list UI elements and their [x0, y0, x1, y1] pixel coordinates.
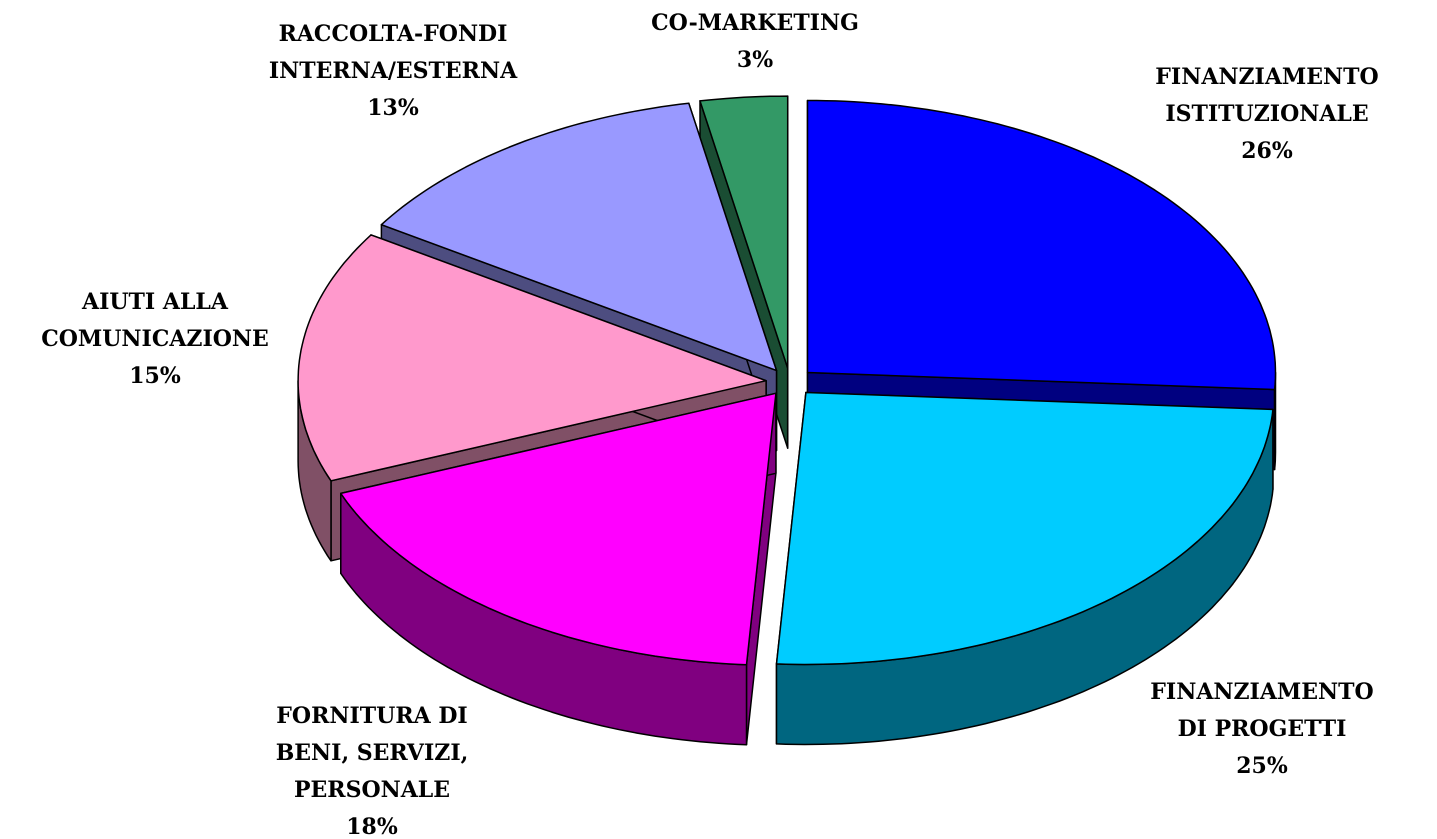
slice-label: PERSONALE [294, 777, 450, 803]
slice-label: AIUTI ALLA [81, 289, 229, 315]
slice [340, 392, 777, 666]
slice-label: CO-MARKETING [651, 10, 859, 36]
slice-label: RACCOLTA-FONDI [279, 21, 508, 47]
slice-label: FINANZIAMENTO [1155, 64, 1378, 90]
slice-label: DI PROGETTI [1178, 716, 1347, 742]
slice-label: ISTITUZIONALE [1165, 101, 1368, 127]
slice [297, 234, 767, 482]
slice-label: BENI, SERVIZI, [276, 740, 469, 766]
slice [699, 95, 789, 369]
slice-value-label: 25% [1236, 753, 1288, 779]
slice-label: INTERNA/ESTERNA [269, 58, 518, 84]
slice-value-label: 3% [737, 47, 773, 73]
slice [380, 102, 778, 372]
slice-value-label: 15% [129, 363, 181, 389]
slice-value-label: 13% [367, 95, 419, 121]
slice-value-label: 18% [346, 814, 398, 839]
slice [806, 99, 1277, 391]
slice-label: FINANZIAMENTO [1150, 679, 1373, 705]
slice-label: COMUNICAZIONE [41, 326, 269, 352]
slice-label: FORNITURA DI [276, 703, 467, 729]
slice-value-label: 26% [1241, 138, 1293, 164]
slice [775, 391, 1274, 666]
